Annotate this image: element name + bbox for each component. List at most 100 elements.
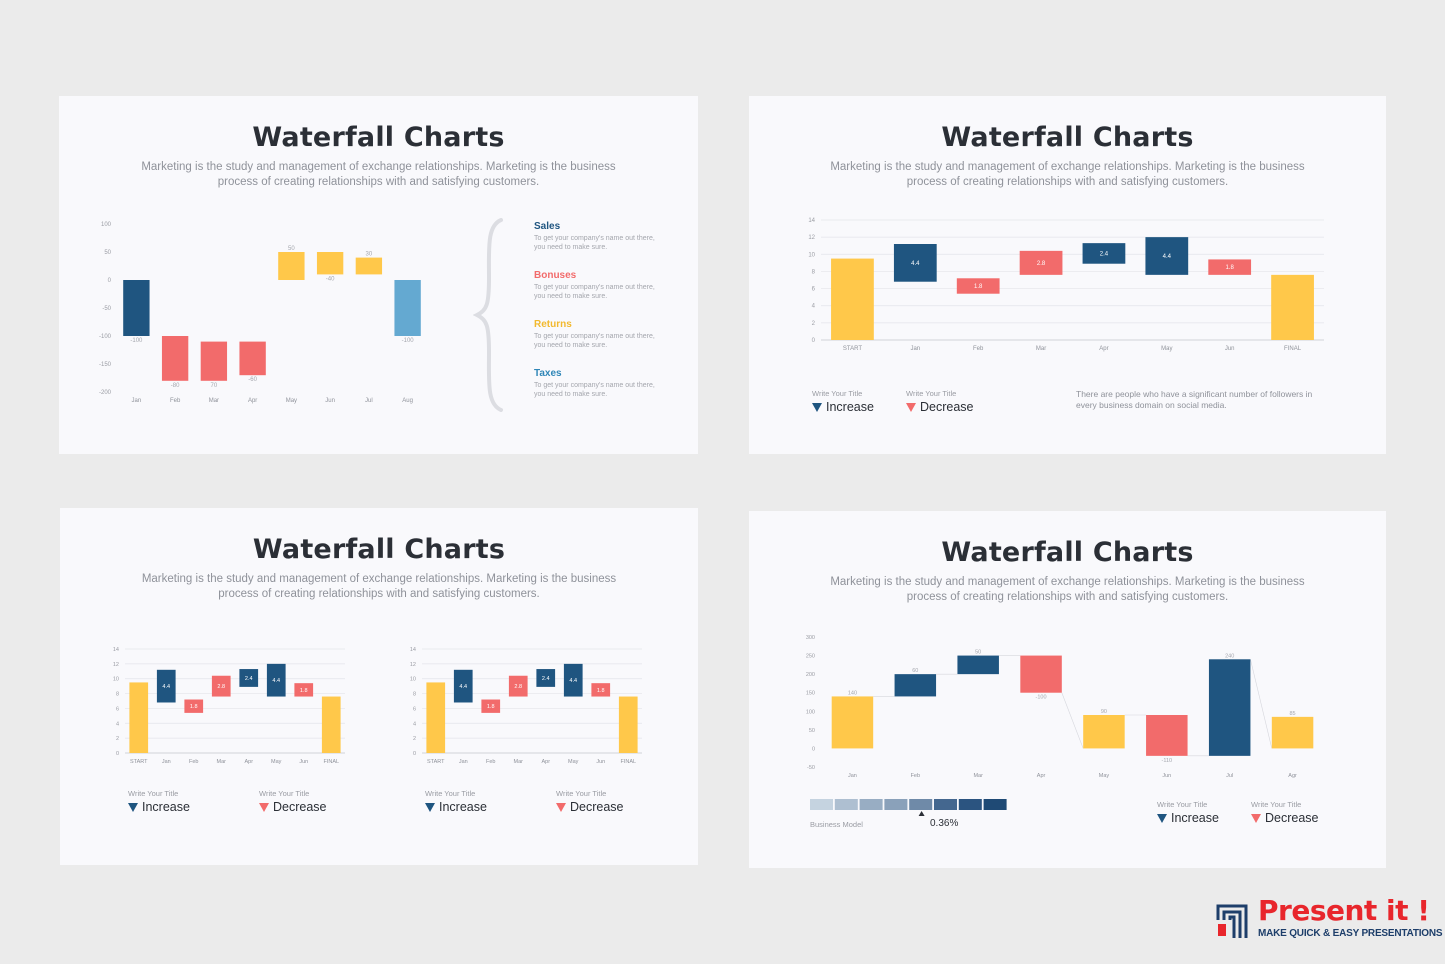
x-tick-label: Jun: [299, 759, 308, 765]
legend-label: Increase: [1171, 811, 1219, 825]
waterfall-bar: [563, 663, 583, 697]
x-tick-label: Feb: [973, 346, 984, 352]
x-tick-label: Apr: [1037, 773, 1046, 779]
waterfall-bar: [278, 252, 305, 280]
bar-value-label: 4.4: [1163, 254, 1172, 260]
waterfall-bar: [321, 696, 341, 753]
x-tick-label: Mar: [514, 759, 524, 765]
x-tick-label: May: [271, 759, 282, 765]
waterfall-bar: [426, 682, 446, 753]
y-tick-label: 150: [806, 691, 815, 697]
waterfall-bar: [294, 683, 314, 697]
waterfall-bar: [1208, 659, 1251, 756]
x-tick-label: START: [427, 759, 445, 765]
bar-value-label: -100: [130, 338, 143, 344]
y-tick-label: -200: [99, 390, 112, 396]
connector-line: [1250, 659, 1273, 749]
slide-subtitle: Marketing is the study and management of…: [141, 161, 616, 188]
x-tick-label: Apr: [248, 398, 257, 404]
waterfall-bar: [211, 675, 231, 697]
x-tick-label: Mar: [973, 773, 983, 779]
bar-value-label: 2.8: [1037, 261, 1046, 267]
category-name: Taxes: [534, 368, 562, 379]
waterfall-bar: [239, 341, 266, 376]
category-returns: Returns To get your company's name out t…: [534, 319, 659, 350]
x-tick-label: Mar: [217, 759, 227, 765]
waterfall-chart-4: 300 250 200 150 100 50 0 -50 140 Jan 60 Feb 50 Mar -10…: [806, 635, 1314, 779]
progress-segment: [859, 799, 883, 810]
waterfall-chart-1: 100 50 0 -50 -100 -150 -200 -100 Jan -80 Feb 70 Mar -…: [99, 222, 421, 404]
category-taxes: Taxes To get your company's name out the…: [534, 368, 659, 399]
y-tick-label: 8: [116, 692, 119, 698]
x-tick-label: Jan: [848, 773, 857, 779]
legend-increase: Write Your Title Increase: [812, 389, 874, 414]
legend-caption: Write Your Title: [556, 789, 607, 798]
waterfall-bar: [1083, 715, 1125, 749]
progress-value: 0.36%: [930, 818, 959, 829]
category-sales: Sales To get your company's name out the…: [534, 221, 659, 252]
bar-value-label: 1.8: [597, 688, 605, 694]
y-tick-label: -100: [99, 334, 112, 340]
triangle-down-icon: [259, 802, 269, 812]
triangle-down-icon: [556, 802, 566, 812]
x-tick-label: Mar: [209, 398, 219, 404]
x-tick-label: FINAL: [323, 759, 339, 765]
waterfall-bar: [1146, 715, 1188, 756]
bar-value-label: 70: [211, 383, 218, 389]
y-tick-label: 0: [413, 751, 416, 757]
bar-value-label: 1.8: [190, 704, 198, 710]
waterfall-bar: [129, 682, 149, 753]
bar-value-label: 60: [912, 668, 918, 674]
progress-segment: [884, 799, 908, 810]
legend-caption: Write Your Title: [259, 789, 310, 798]
y-tick-label: 2: [413, 736, 416, 742]
x-tick-label: May: [1161, 346, 1172, 352]
x-tick-label: Aug: [402, 398, 413, 404]
triangle-down-icon: [812, 402, 822, 412]
connector-line: [1061, 692, 1084, 749]
waterfall-bar: [394, 280, 421, 336]
waterfall-bar: [956, 278, 1000, 294]
legend-label: Decrease: [570, 800, 624, 814]
legend-caption: Write Your Title: [1251, 800, 1302, 809]
legend-label: Decrease: [273, 800, 327, 814]
bar-value-label: 240: [1225, 653, 1234, 659]
x-tick-label: Feb: [911, 773, 920, 779]
triangle-down-icon: [128, 802, 138, 812]
waterfall-bar: [200, 341, 228, 381]
y-tick-label: 50: [809, 728, 815, 734]
slide-2: Waterfall Charts Marketing is the study …: [749, 96, 1386, 454]
progress-segment: [834, 799, 858, 810]
waterfall-chart-3a: 14 12 10 8 6 4 2 0 START 4.4 Jan 1.8 Feb 2.8 Mar 2.4 Apr…: [113, 647, 345, 765]
bar-value-label: 2.4: [542, 676, 550, 682]
category-desc: To get your company's name out there, yo…: [534, 235, 655, 251]
legend-caption: Write Your Title: [425, 789, 476, 798]
category-desc: To get your company's name out there, yo…: [534, 333, 655, 349]
brace-divider: [473, 218, 503, 412]
x-tick-label: Jan: [132, 398, 142, 404]
bar-value-label: -40: [326, 276, 335, 282]
waterfall-bar: [1208, 259, 1252, 275]
legend-decrease: Write Your Title Decrease: [906, 389, 974, 414]
x-tick-label: Jun: [596, 759, 605, 765]
bar-value-label: 2.4: [1100, 251, 1109, 257]
waterfall-bar: [355, 257, 383, 275]
y-tick-label: 0: [116, 751, 119, 757]
y-tick-label: 100: [101, 222, 112, 228]
waterfall-bar: [1019, 250, 1063, 275]
legend-label: Decrease: [1265, 811, 1319, 825]
slide-4: Waterfall Charts Marketing is the study …: [749, 511, 1386, 868]
category-desc: To get your company's name out there, yo…: [534, 284, 655, 300]
bar-value-label: 4.4: [911, 261, 920, 267]
legend-label: Increase: [142, 800, 190, 814]
slide-subtitle: Marketing is the study and management of…: [141, 573, 617, 600]
x-tick-label: Jan: [910, 346, 920, 352]
y-tick-label: 6: [116, 706, 119, 712]
category-bonuses: Bonuses To get your company's name out t…: [534, 270, 659, 301]
bar-value-label: 90: [1101, 709, 1107, 715]
waterfall-bar: [1082, 243, 1126, 264]
bar-value-label: 140: [848, 690, 857, 696]
y-tick-label: 14: [808, 218, 815, 224]
x-tick-label: Apr: [541, 759, 550, 765]
waterfall-bar: [1271, 274, 1314, 340]
